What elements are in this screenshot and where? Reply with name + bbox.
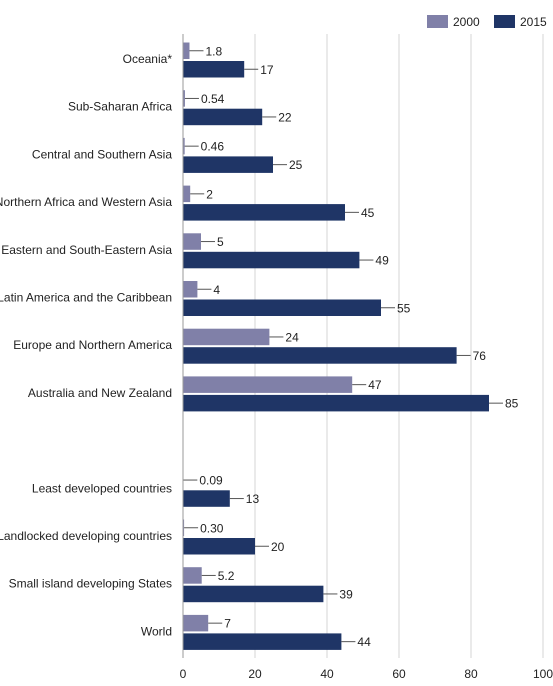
data-label: 44 bbox=[357, 635, 371, 649]
bar-2015 bbox=[183, 490, 230, 507]
category-label: Australia and New Zealand bbox=[28, 386, 172, 400]
category-label: World bbox=[141, 624, 172, 638]
bar-2000 bbox=[183, 90, 185, 107]
data-label: 76 bbox=[473, 349, 487, 363]
bar-2000 bbox=[183, 185, 191, 203]
bar-2000 bbox=[183, 137, 185, 155]
data-label: 2 bbox=[206, 187, 213, 201]
x-tick-label: 60 bbox=[392, 667, 406, 681]
bar-2000 bbox=[183, 614, 209, 632]
data-label: 0.09 bbox=[199, 474, 223, 488]
category-label: Europe and Northern America bbox=[13, 338, 172, 352]
data-label: 0.46 bbox=[201, 140, 225, 154]
x-tick-label: 80 bbox=[464, 667, 478, 681]
data-label: 1.8 bbox=[205, 44, 222, 58]
x-tick-label: 0 bbox=[180, 667, 187, 681]
category-label: Sub-Saharan Africa bbox=[68, 100, 172, 114]
data-label: 22 bbox=[278, 110, 292, 124]
bar-2015 bbox=[183, 251, 360, 269]
bars: 1.8170.54220.4625245549455247647850.0913… bbox=[183, 42, 519, 650]
bar-2000 bbox=[183, 376, 353, 393]
bar-2015 bbox=[183, 394, 489, 412]
bar-2000 bbox=[183, 328, 270, 346]
bar-2015 bbox=[183, 61, 245, 78]
bar-2000 bbox=[183, 567, 202, 584]
bar-2015 bbox=[183, 204, 345, 221]
chart-legend: 2000 2015 bbox=[427, 15, 547, 29]
data-label: 55 bbox=[397, 301, 411, 315]
data-label: 7 bbox=[224, 617, 231, 631]
x-tick-label: 100 bbox=[533, 667, 553, 681]
data-label: 0.30 bbox=[200, 521, 224, 535]
data-label: 47 bbox=[368, 378, 382, 392]
bar-2000 bbox=[183, 233, 201, 250]
data-label: 45 bbox=[361, 206, 375, 220]
bar-2000 bbox=[183, 281, 198, 298]
category-label: Central and Southern Asia bbox=[32, 147, 172, 161]
x-axis: 0 20 40 60 80 100 bbox=[180, 34, 553, 681]
data-label: 49 bbox=[375, 254, 389, 268]
bar-2015 bbox=[183, 108, 263, 126]
category-label: Landlocked developing countries bbox=[0, 529, 172, 543]
bar-2000 bbox=[183, 519, 185, 536]
x-tick-label: 40 bbox=[320, 667, 334, 681]
bar-2015 bbox=[183, 585, 324, 603]
data-label: 20 bbox=[271, 540, 285, 554]
bar-2015 bbox=[183, 347, 457, 364]
bar-2015 bbox=[183, 538, 255, 555]
legend-label-2000: 2000 bbox=[453, 15, 480, 29]
data-label: 5 bbox=[217, 235, 224, 249]
data-label: 24 bbox=[285, 330, 299, 344]
legend-swatch-2000 bbox=[427, 15, 448, 28]
data-label: 85 bbox=[505, 397, 519, 411]
category-label: Oceania* bbox=[123, 52, 173, 66]
data-label: 39 bbox=[339, 587, 353, 601]
data-label: 4 bbox=[213, 283, 220, 297]
category-label: Least developed countries bbox=[32, 481, 172, 495]
data-label: 5.2 bbox=[218, 569, 235, 583]
category-label: Eastern and South-Eastern Asia bbox=[1, 243, 172, 257]
bar-2015 bbox=[183, 299, 381, 316]
bar-2000 bbox=[183, 42, 190, 59]
category-label: Northern Africa and Western Asia bbox=[0, 195, 172, 209]
category-label: Latin America and the Caribbean bbox=[0, 291, 172, 305]
category-label: Small island developing States bbox=[9, 577, 172, 591]
data-label: 25 bbox=[289, 158, 303, 172]
bar-2015 bbox=[183, 156, 273, 173]
legend-swatch-2015 bbox=[494, 15, 515, 28]
legend-label-2015: 2015 bbox=[520, 15, 547, 29]
data-label: 0.54 bbox=[201, 92, 225, 106]
bar-2015 bbox=[183, 633, 342, 650]
gridlines bbox=[182, 34, 544, 658]
data-label: 13 bbox=[246, 492, 260, 506]
x-tick-label: 20 bbox=[248, 667, 262, 681]
category-labels: Oceania* Sub-Saharan Africa Central and So… bbox=[0, 52, 172, 638]
data-label: 17 bbox=[260, 63, 274, 77]
